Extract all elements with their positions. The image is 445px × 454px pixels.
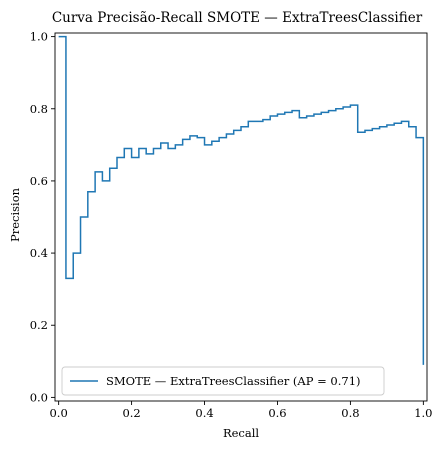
x-tick-label: 0.6 — [268, 406, 286, 420]
series-line-0 — [58, 35, 425, 365]
legend: SMOTE — ExtraTreesClassifier (AP = 0.71) — [61, 366, 385, 396]
plot-area: 0.0 0.2 0.4 0.6 0.8 1.0 0.0 0.2 0.4 0.6 0.8 1.0 SMOT… — [30, 30, 433, 420]
y-tick-label: 0.2 — [30, 318, 48, 332]
y-tick-label: 0.4 — [30, 246, 48, 260]
x-tick-label: 0.4 — [195, 406, 213, 420]
x-tick-label: 0.2 — [122, 406, 140, 420]
x-tick-label: 0.8 — [341, 406, 359, 420]
axes-frame — [54, 32, 428, 402]
y-axis-label: Precision — [8, 187, 22, 242]
legend-box — [61, 366, 385, 396]
x-axis-label: Recall — [223, 426, 259, 440]
legend-label: SMOTE — ExtraTreesClassifier (AP = 0.71) — [106, 374, 361, 388]
x-tick-label: 0.0 — [49, 406, 67, 420]
y-tick-label: 1.0 — [30, 30, 48, 44]
y-tick-label: 0.0 — [30, 390, 48, 404]
chart-title: Curva Precisão-Recall SMOTE — ExtraTrees… — [52, 10, 423, 26]
y-tick-label: 0.6 — [30, 174, 48, 188]
y-tick-label: 0.8 — [30, 102, 48, 116]
x-tick-label: 1.0 — [414, 406, 432, 420]
